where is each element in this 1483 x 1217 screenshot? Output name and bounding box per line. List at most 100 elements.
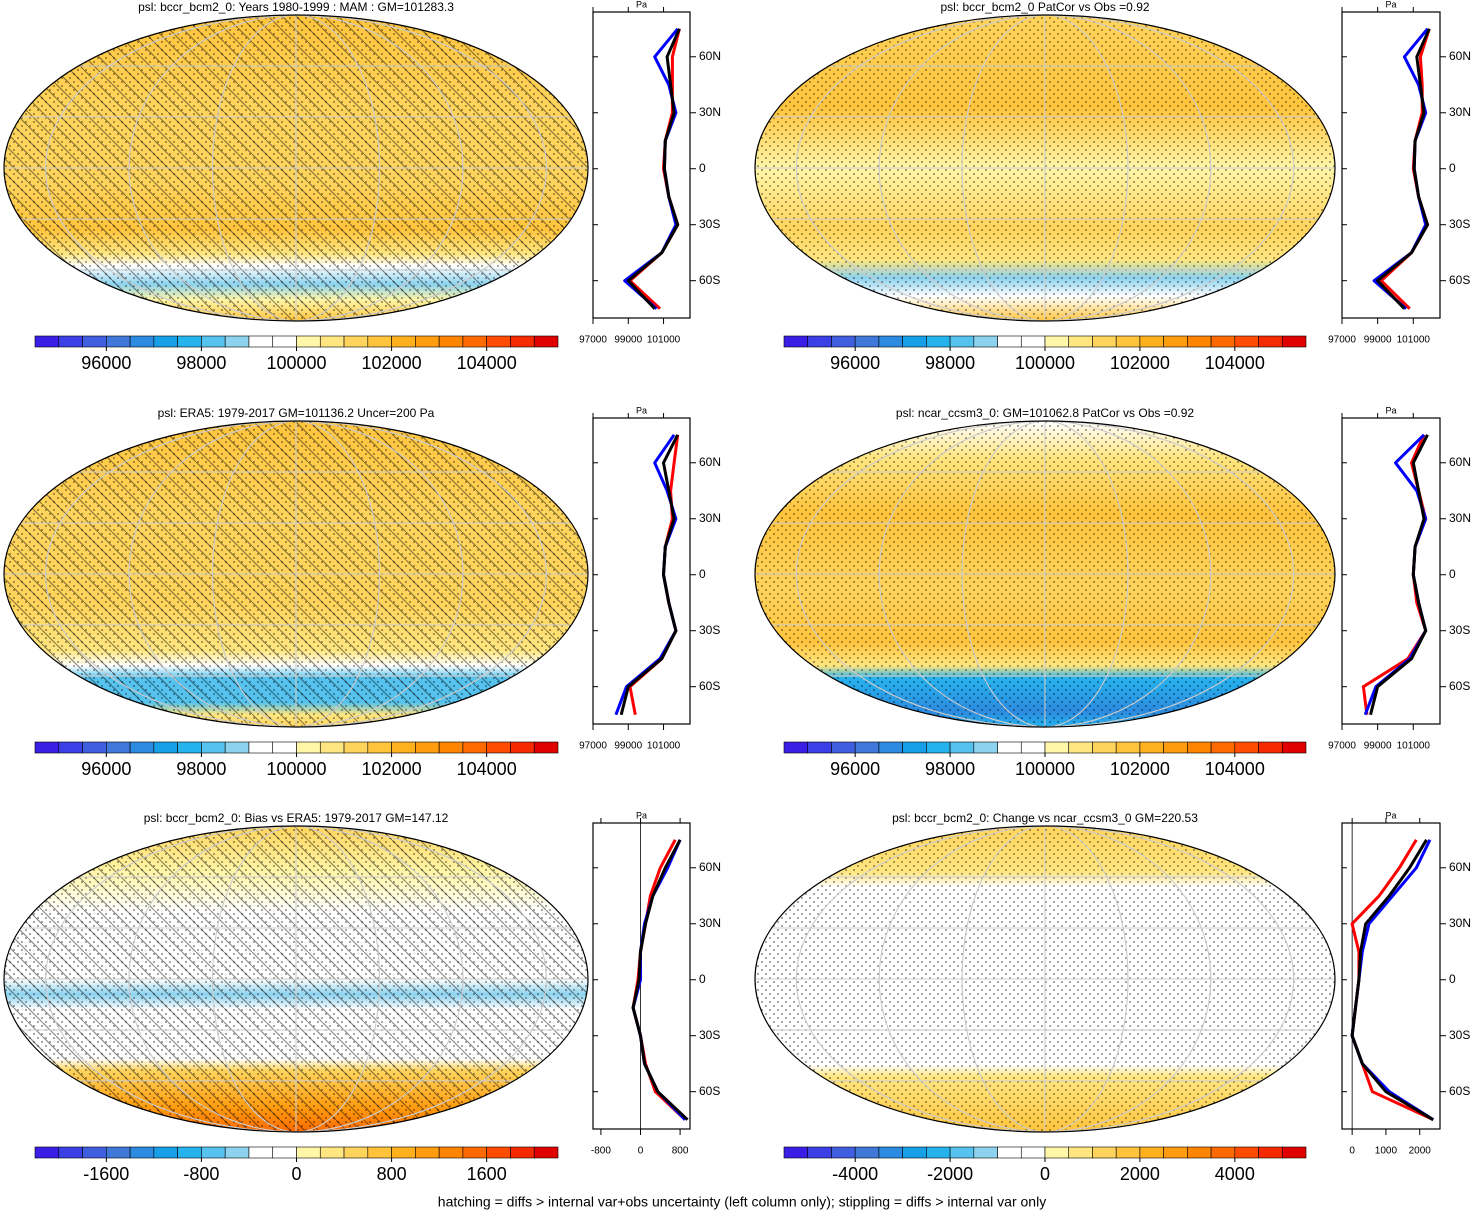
colorbar-box xyxy=(1069,742,1093,753)
panel: psl: bccr_bcm2_0: Years 1980-1999 : MAM … xyxy=(4,0,721,373)
colorbar-box xyxy=(273,1147,297,1158)
panel-title: psl: ncar_ccsm3_0: GM=101062.8 PatCor vs… xyxy=(896,406,1194,420)
colorbar-box xyxy=(130,1147,154,1158)
colorbar-box xyxy=(154,336,178,347)
colorbar-label: 102000 xyxy=(362,759,422,779)
colorbar-box xyxy=(879,1147,903,1158)
y-tick-label: 60S xyxy=(699,273,720,287)
y-tick-label: 60S xyxy=(1449,679,1470,693)
colorbar-box xyxy=(225,742,249,753)
y-tick-label: 60S xyxy=(1449,273,1470,287)
colorbar-box xyxy=(320,1147,344,1158)
colorbar-label: 98000 xyxy=(176,759,226,779)
colorbar-box xyxy=(855,336,879,347)
colorbar-box xyxy=(510,336,534,347)
colorbar-box xyxy=(784,336,808,347)
colorbar-box xyxy=(392,1147,416,1158)
colorbar-label: 2000 xyxy=(1120,1164,1160,1184)
colorbar-box xyxy=(903,336,927,347)
colorbar-box xyxy=(784,1147,808,1158)
colorbar-label: 800 xyxy=(377,1164,407,1184)
colorbar-label: 104000 xyxy=(1205,353,1265,373)
colorbar-box xyxy=(344,1147,368,1158)
colorbar-box xyxy=(368,336,392,347)
colorbar-box xyxy=(249,742,273,753)
colorbar-box xyxy=(487,742,511,753)
colorbar-box xyxy=(1092,742,1116,753)
colorbar-box xyxy=(1045,742,1069,753)
colorbar-box xyxy=(201,742,225,753)
colorbar-label: 104000 xyxy=(457,759,517,779)
colorbar-box xyxy=(784,742,808,753)
profile-unit: Pa xyxy=(636,810,647,820)
panel-title: psl: bccr_bcm2_0: Bias vs ERA5: 1979-201… xyxy=(144,811,449,825)
colorbar-box xyxy=(154,1147,178,1158)
colorbar-label: 96000 xyxy=(81,759,131,779)
colorbar-box xyxy=(297,336,321,347)
y-tick-label: 30S xyxy=(699,217,720,231)
colorbar-box xyxy=(297,1147,321,1158)
colorbar-box xyxy=(998,1147,1022,1158)
colorbar-label: 98000 xyxy=(176,353,226,373)
colorbar-box xyxy=(130,336,154,347)
colorbar-label: 96000 xyxy=(830,353,880,373)
colorbar-box xyxy=(926,1147,950,1158)
colorbar-box xyxy=(534,1147,558,1158)
colorbar-label: -2000 xyxy=(927,1164,973,1184)
colorbar-box xyxy=(1092,336,1116,347)
y-tick-label: 0 xyxy=(699,567,706,581)
colorbar-box xyxy=(974,1147,998,1158)
x-tick-label: 101000 xyxy=(1397,335,1431,346)
x-tick-label: 101000 xyxy=(1397,741,1431,752)
profile-frame xyxy=(1342,823,1440,1129)
colorbar-box xyxy=(1187,742,1211,753)
colorbar-label: 100000 xyxy=(1015,353,1075,373)
colorbar-box xyxy=(1164,1147,1188,1158)
y-tick-label: 0 xyxy=(1449,972,1456,986)
colorbar-box xyxy=(1282,336,1306,347)
panel: psl: bccr_bcm2_0: Change vs ncar_ccsm3_0… xyxy=(755,810,1471,1183)
colorbar-label: 100000 xyxy=(1015,759,1075,779)
x-tick-label: 0 xyxy=(1349,1146,1355,1157)
profile-line xyxy=(630,435,678,715)
colorbar-box xyxy=(998,742,1022,753)
colorbar-box xyxy=(463,1147,487,1158)
colorbar-box xyxy=(998,336,1022,347)
colorbar-box xyxy=(926,336,950,347)
colorbar-box xyxy=(320,336,344,347)
colorbar-box xyxy=(534,336,558,347)
colorbar-box xyxy=(1259,336,1283,347)
profile-line xyxy=(1371,435,1428,715)
colorbar-box xyxy=(926,742,950,753)
colorbar-box xyxy=(1187,336,1211,347)
colorbar-box xyxy=(831,1147,855,1158)
colorbar-label: 104000 xyxy=(457,353,517,373)
colorbar-box xyxy=(344,742,368,753)
colorbar-box xyxy=(463,336,487,347)
colorbar-box xyxy=(1116,742,1140,753)
y-tick-label: 30N xyxy=(699,105,721,119)
colorbar-box xyxy=(831,742,855,753)
colorbar-label: 0 xyxy=(291,1164,301,1184)
colorbar-box xyxy=(201,1147,225,1158)
colorbar-box xyxy=(903,742,927,753)
colorbar-box xyxy=(1164,742,1188,753)
y-tick-label: 0 xyxy=(1449,567,1456,581)
colorbar-box xyxy=(1069,1147,1093,1158)
x-tick-label: 97000 xyxy=(579,741,607,752)
colorbar-box xyxy=(1211,1147,1235,1158)
colorbar-box xyxy=(35,336,59,347)
y-tick-label: 60S xyxy=(699,1084,720,1098)
profile-unit: Pa xyxy=(1385,810,1396,820)
colorbar-box xyxy=(439,742,463,753)
colorbar-box xyxy=(1259,742,1283,753)
colorbar-box xyxy=(415,336,439,347)
panel-title: psl: bccr_bcm2_0 PatCor vs Obs =0.92 xyxy=(940,0,1149,14)
colorbar-label: 98000 xyxy=(925,759,975,779)
colorbar-box xyxy=(201,336,225,347)
colorbar-box xyxy=(249,336,273,347)
y-tick-label: 60S xyxy=(699,679,720,693)
colorbar-box xyxy=(974,742,998,753)
colorbar-box xyxy=(903,1147,927,1158)
